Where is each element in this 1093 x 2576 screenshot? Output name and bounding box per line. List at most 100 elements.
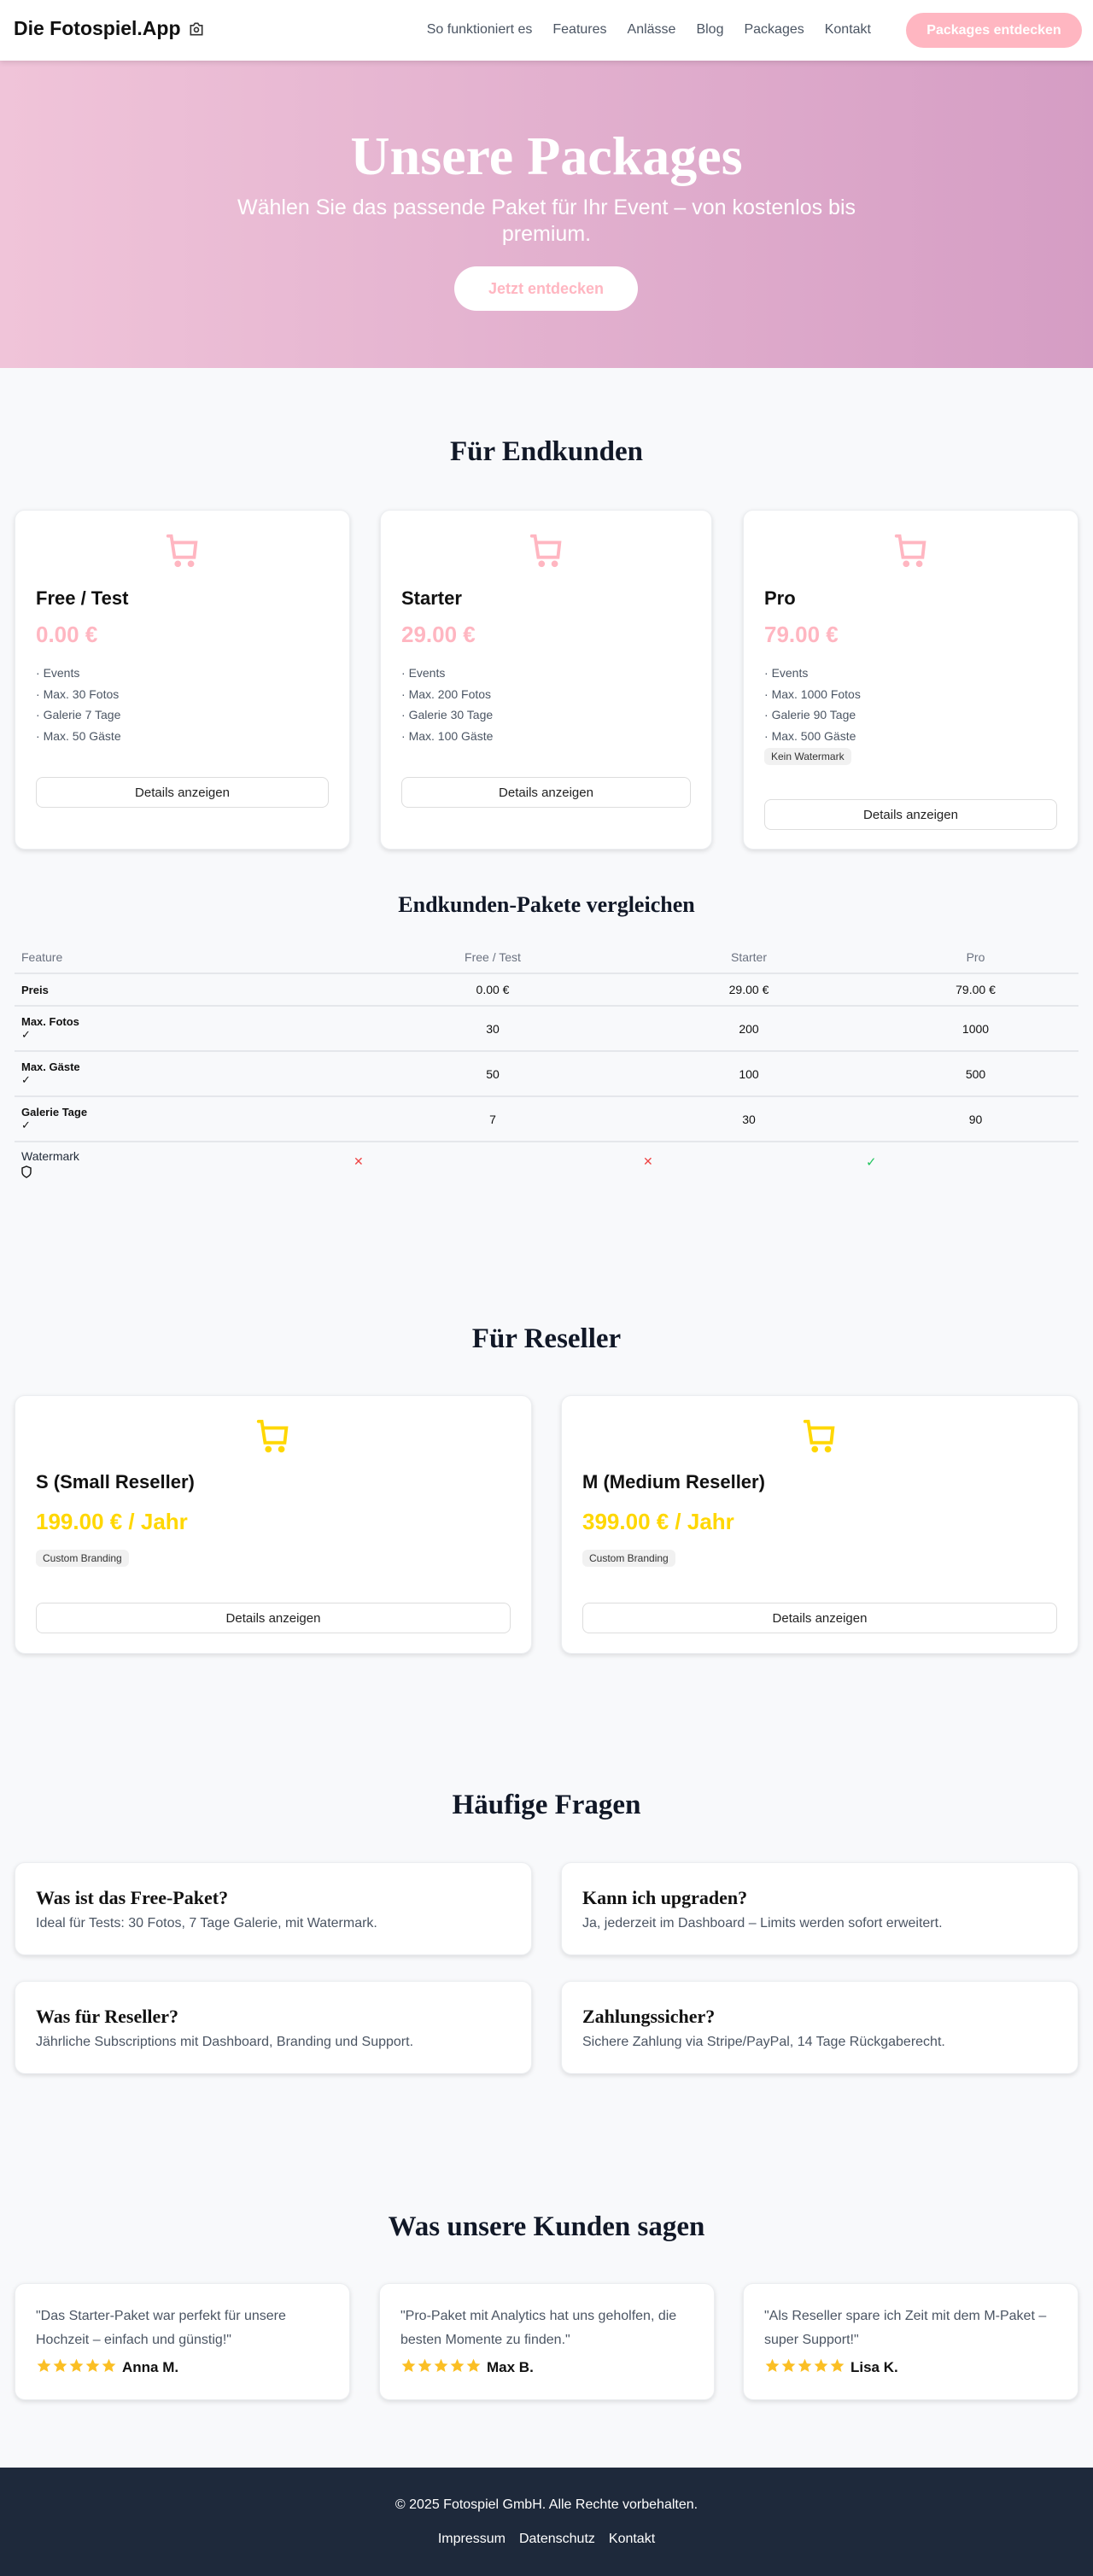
nav-contact[interactable]: Kontakt	[824, 22, 871, 37]
check-icon: ✓	[21, 1119, 31, 1131]
table-row: Max. Gäste ✓ 50 100 500	[15, 1051, 1078, 1097]
star-icon	[764, 2357, 780, 2378]
testimonial-author: Anna M.	[122, 2359, 179, 2375]
check-icon: ✓	[21, 1028, 31, 1041]
table-cell: 50	[360, 1051, 625, 1097]
table-cell: 0.00 €	[360, 973, 625, 1007]
testimonial-text: "Als Reseller spare ich Zeit mit dem M-P…	[764, 2309, 1047, 2347]
table-row: Preis 0.00 €29.00 €79.00 €	[15, 973, 1078, 1007]
star-icon	[101, 2357, 117, 2378]
rating-stars	[400, 2357, 482, 2378]
nav-occasions[interactable]: Anlässe	[627, 22, 676, 37]
testimonial-text: "Das Starter-Paket war perfekt für unser…	[36, 2309, 286, 2347]
details-button[interactable]: Details anzeigen	[764, 799, 1057, 830]
watermark-label: Watermark	[21, 1149, 79, 1163]
feature-item: · Galerie 30 Tage	[401, 708, 494, 721]
package-price: 199.00 € / Jahr	[36, 1509, 188, 1534]
nav-packages[interactable]: Packages	[744, 22, 804, 37]
no-watermark-badge: Kein Watermark	[764, 748, 851, 765]
details-button[interactable]: Details anzeigen	[401, 777, 691, 808]
nav-blog[interactable]: Blog	[696, 22, 724, 37]
custom-branding-badge: Custom Branding	[582, 1550, 675, 1567]
feature-item: · Events	[401, 666, 446, 680]
check-icon: ✓	[21, 1073, 31, 1086]
col-free: Free / Test	[360, 942, 625, 974]
endkunden-title: Für Endkunden	[450, 436, 643, 467]
reseller-card: M (Medium Reseller) 399.00 € / Jahr Cust…	[561, 1395, 1078, 1654]
table-cell: 100	[625, 1051, 873, 1097]
faq-question: Zahlungssicher?	[582, 2006, 716, 2027]
camera-icon	[190, 22, 202, 35]
col-feature: Feature	[15, 942, 360, 974]
watermark-pro-check-icon: ✓	[866, 1155, 877, 1170]
package-price: 79.00 €	[764, 622, 839, 647]
package-card: Pro 79.00 € · Events · Max. 1000 Fotos · G…	[743, 510, 1078, 850]
table-row: Galerie Tage ✓ 7 30 90	[15, 1096, 1078, 1142]
testimonial-author: Max B.	[487, 2359, 534, 2375]
table-row: Max. Fotos ✓ 30 200 1000	[15, 1006, 1078, 1052]
watermark-starter-cross-icon: ✕	[643, 1154, 653, 1168]
details-button[interactable]: Details anzeigen	[36, 1603, 511, 1633]
feature-item: · Galerie 90 Tage	[764, 708, 856, 721]
feature-item: · Max. 200 Fotos	[401, 686, 492, 701]
package-name: Free / Test	[36, 587, 129, 609]
logo-text: Die Fotospiel.App	[14, 17, 181, 39]
table-cell: 7	[360, 1096, 625, 1142]
hero-title: Unsere Packages	[350, 126, 743, 186]
cart-icon	[891, 531, 931, 575]
testimonial-text: "Pro-Paket mit Analytics hat uns geholfe…	[400, 2309, 677, 2347]
feature-item: · Max. 30 Fotos	[36, 686, 120, 701]
feature-list: · Events · Max. 30 Fotos · Galerie 7 Tage ·…	[36, 663, 121, 746]
shield-icon	[21, 1165, 32, 1178]
details-button[interactable]: Details anzeigen	[582, 1603, 1057, 1633]
table-cell: 30	[360, 1006, 625, 1052]
table-cell: 500	[873, 1051, 1078, 1097]
table-cell: 79.00 €	[873, 973, 1078, 1007]
watermark-free-cross-icon: ✕	[354, 1154, 364, 1168]
table-cell: 1000	[873, 1006, 1078, 1052]
site-header: Die Fotospiel.App So funktioniert es Fea…	[0, 0, 1093, 61]
cart-icon	[254, 1417, 293, 1460]
star-icon	[68, 2357, 85, 2378]
star-icon	[400, 2357, 417, 2378]
rating-stars	[36, 2357, 117, 2378]
rating-stars	[764, 2357, 845, 2378]
faq-title: Häufige Fragen	[452, 1790, 641, 1820]
main-nav: So funktioniert es Features Anlässe Blog…	[427, 22, 871, 38]
feature-list: · Events · Max. 1000 Fotos · Galerie 90 Ta…	[764, 663, 861, 746]
feature-item: · Galerie 7 Tage	[36, 708, 121, 721]
nav-how-it-works[interactable]: So funktioniert es	[426, 22, 533, 37]
star-icon	[797, 2357, 813, 2378]
testimonial-card: "Als Reseller spare ich Zeit mit dem M-P…	[743, 2283, 1078, 2400]
logo[interactable]: Die Fotospiel.App	[14, 17, 205, 40]
star-icon	[813, 2357, 829, 2378]
footer-kontakt-link[interactable]: Kontakt	[608, 2532, 656, 2546]
hero: Unsere Packages Wählen Sie das passende …	[0, 61, 1093, 368]
footer-datenschutz-link[interactable]: Datenschutz	[518, 2532, 595, 2546]
compare-table: Feature Free / Test Starter Pro Preis 0.0…	[15, 942, 1078, 1142]
compare-title: Endkunden-Pakete vergleichen	[398, 892, 695, 917]
faq-item: Was für Reseller? Jährliche Subscription…	[15, 1981, 532, 2074]
nav-features[interactable]: Features	[552, 22, 607, 37]
package-name: S (Small Reseller)	[36, 1471, 195, 1492]
package-name: M (Medium Reseller)	[582, 1471, 765, 1492]
footer-impressum-link[interactable]: Impressum	[437, 2532, 506, 2546]
star-icon	[417, 2357, 433, 2378]
hero-subtitle: Wählen Sie das passende Paket für Ihr Ev…	[237, 196, 856, 246]
faq-item: Zahlungssicher? Sichere Zahlung via Stri…	[561, 1981, 1078, 2074]
faq-answer: Ideal für Tests: 30 Fotos, 7 Tage Galeri…	[36, 1916, 377, 1931]
star-icon	[829, 2357, 845, 2378]
star-icon	[780, 2357, 797, 2378]
package-price: 29.00 €	[401, 622, 476, 647]
star-icon	[85, 2357, 101, 2378]
col-pro: Pro	[873, 942, 1078, 974]
star-icon	[449, 2357, 465, 2378]
details-button[interactable]: Details anzeigen	[36, 777, 329, 808]
reseller-title: Für Reseller	[471, 1323, 622, 1354]
faq-item: Was ist das Free-Paket? Ideal für Tests:…	[15, 1862, 532, 1955]
footer: © 2025 Fotospiel GmbH. Alle Rechte vorbe…	[0, 2468, 1093, 2576]
star-icon	[36, 2357, 52, 2378]
hero-cta-button[interactable]: Jetzt entdecken	[454, 266, 638, 311]
packages-cta-button[interactable]: Packages entdecken	[906, 13, 1082, 48]
feature-item: · Events	[36, 666, 80, 680]
